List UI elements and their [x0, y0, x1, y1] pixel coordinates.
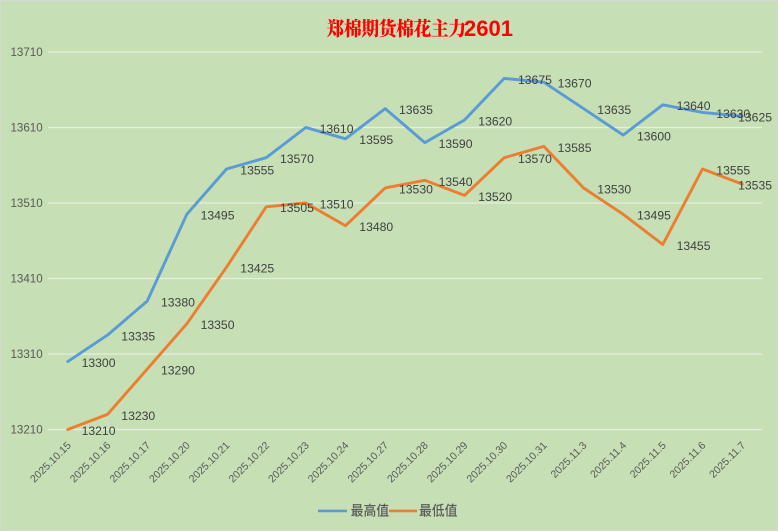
svg-text:13380: 13380: [161, 296, 195, 310]
svg-text:13570: 13570: [518, 152, 552, 166]
svg-text:13625: 13625: [738, 111, 772, 125]
svg-text:13350: 13350: [201, 318, 235, 332]
svg-text:13595: 13595: [359, 133, 393, 147]
svg-text:2025.10.24: 2025.10.24: [306, 440, 352, 486]
svg-text:13510: 13510: [10, 197, 42, 210]
svg-text:13210: 13210: [82, 424, 116, 438]
svg-text:13425: 13425: [240, 262, 274, 276]
svg-text:13585: 13585: [558, 141, 592, 155]
svg-text:2025.10.30: 2025.10.30: [464, 440, 510, 486]
svg-text:13630: 13630: [716, 107, 750, 121]
svg-text:2025.11.7: 2025.11.7: [707, 440, 748, 481]
svg-text:13640: 13640: [677, 99, 711, 113]
svg-text:13670: 13670: [558, 77, 592, 91]
svg-text:13555: 13555: [716, 163, 750, 177]
svg-text:2025.11.6: 2025.11.6: [667, 440, 708, 481]
svg-text:2025.10.28: 2025.10.28: [385, 440, 431, 486]
svg-text:13510: 13510: [320, 197, 354, 211]
svg-text:13635: 13635: [597, 103, 631, 117]
svg-text:13530: 13530: [597, 182, 631, 196]
svg-text:13310: 13310: [10, 348, 42, 361]
svg-text:13620: 13620: [478, 114, 512, 128]
svg-text:2025.10.17: 2025.10.17: [107, 440, 153, 486]
svg-text:2025.10.20: 2025.10.20: [147, 440, 193, 486]
svg-text:2025.11.5: 2025.11.5: [628, 440, 669, 481]
svg-text:13535: 13535: [738, 179, 772, 193]
svg-text:2025.10.15: 2025.10.15: [28, 440, 74, 486]
svg-text:13495: 13495: [201, 209, 235, 223]
svg-text:13290: 13290: [161, 364, 195, 378]
svg-text:13480: 13480: [359, 220, 393, 234]
svg-text:13590: 13590: [439, 137, 473, 151]
svg-text:2025.10.16: 2025.10.16: [68, 440, 114, 486]
svg-text:13635: 13635: [399, 103, 433, 117]
svg-text:13570: 13570: [280, 152, 314, 166]
svg-text:13455: 13455: [677, 239, 711, 253]
svg-text:2025.11.4: 2025.11.4: [588, 440, 629, 481]
svg-text:2025.10.22: 2025.10.22: [226, 440, 272, 486]
svg-text:13530: 13530: [399, 182, 433, 196]
svg-text:13495: 13495: [637, 209, 671, 223]
svg-text:2025.10.27: 2025.10.27: [345, 440, 391, 486]
svg-text:2025.11.3: 2025.11.3: [548, 440, 589, 481]
svg-text:13505: 13505: [280, 201, 314, 215]
svg-text:13675: 13675: [518, 73, 552, 87]
svg-text:13555: 13555: [240, 163, 274, 177]
svg-text:13210: 13210: [10, 424, 42, 437]
svg-text:13410: 13410: [10, 273, 42, 286]
svg-text:13335: 13335: [121, 330, 155, 344]
svg-text:2025.10.21: 2025.10.21: [187, 440, 233, 486]
svg-text:2025.10.23: 2025.10.23: [266, 440, 312, 486]
svg-text:2601: 2601: [464, 16, 513, 41]
svg-text:13230: 13230: [121, 409, 155, 423]
svg-text:2025.10.31: 2025.10.31: [504, 440, 550, 486]
svg-text:13710: 13710: [10, 46, 42, 59]
svg-text:13610: 13610: [10, 122, 42, 135]
svg-text:13610: 13610: [320, 122, 354, 136]
svg-text:13540: 13540: [439, 175, 473, 189]
svg-text:13300: 13300: [82, 356, 116, 370]
svg-text:13520: 13520: [478, 190, 512, 204]
svg-text:13600: 13600: [637, 130, 671, 144]
svg-text:2025.10.29: 2025.10.29: [425, 440, 471, 486]
